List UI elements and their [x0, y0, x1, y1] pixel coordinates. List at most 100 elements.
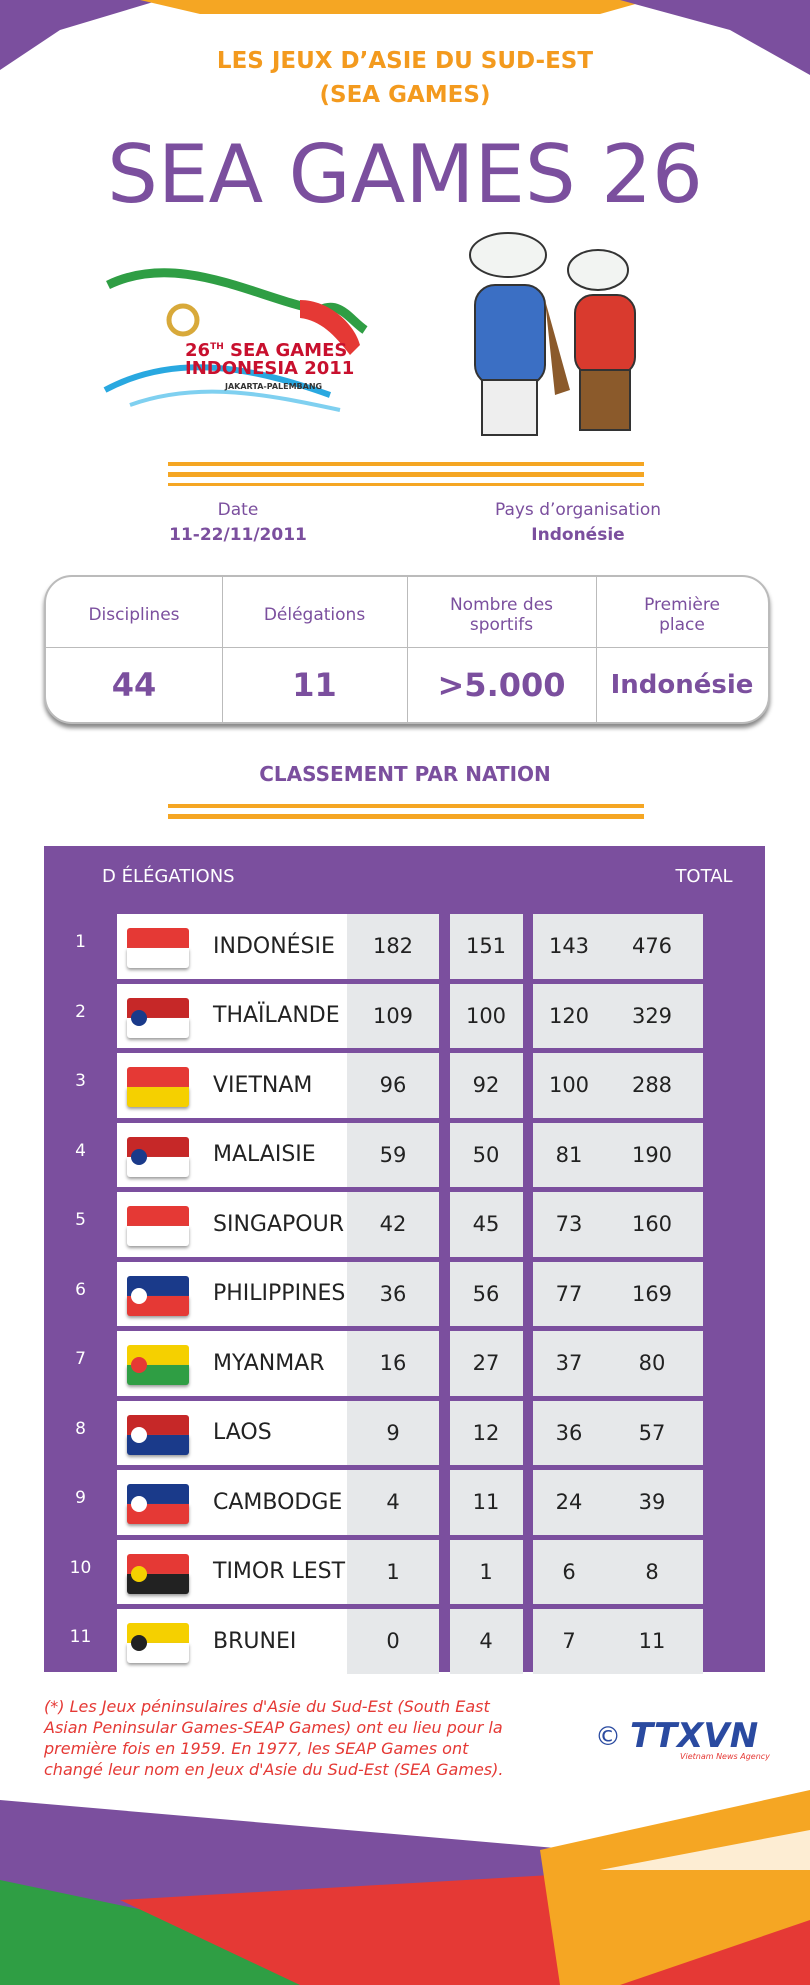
rank: 6: [75, 1279, 86, 1300]
info-value: Indonésie: [531, 525, 625, 545]
info-country: Pays d’organisation Indonésie: [448, 498, 708, 548]
subtitle-line: (SEA GAMES): [319, 82, 491, 108]
flag: [127, 948, 189, 968]
flag-cell: [117, 1539, 206, 1604]
flag-emblem: [131, 1009, 147, 1026]
medal-count: 4: [449, 1609, 523, 1674]
flag-cell: [117, 1470, 206, 1535]
stripe: [168, 483, 644, 486]
flag-emblem: [131, 1496, 147, 1512]
flag-cell: [117, 1122, 206, 1187]
rank: 10: [69, 1557, 92, 1578]
medal-count: 73: [532, 1192, 606, 1257]
ranking-table: D ÉLÉGATIONS TOTAL 1 INDONÉSIE 182 151 143 47…: [44, 846, 765, 1674]
medal-count: 143: [532, 914, 606, 979]
info-value: 11-22/11/2011: [169, 525, 307, 545]
divider: [46, 647, 768, 648]
stripe: [168, 804, 644, 808]
stat-label: Nombre des sportifs: [449, 595, 554, 635]
medal-count: 27: [449, 1331, 523, 1396]
medal-count: 50: [449, 1122, 523, 1187]
medal-count: 288: [601, 1053, 703, 1118]
flag-cell: [117, 914, 206, 979]
medal-count: 151: [449, 914, 523, 979]
divider: [596, 577, 597, 722]
medal-count: 59: [347, 1122, 439, 1187]
flag-cell: [117, 1192, 206, 1257]
rank: 8: [75, 1418, 86, 1439]
flag-cell: [117, 1609, 206, 1674]
stripe: [168, 462, 644, 466]
medal-count: 1: [347, 1539, 439, 1604]
medal-count: 81: [532, 1122, 606, 1187]
medal-count: 11: [601, 1609, 703, 1674]
flag-cell: [117, 983, 206, 1048]
rank: 2: [75, 1001, 86, 1022]
medal-count: 190: [601, 1122, 703, 1187]
logo-line: JAKARTA-PALEMBANG: [225, 382, 323, 391]
flag-emblem: [131, 1287, 147, 1304]
flag: [127, 1226, 189, 1246]
header-total: TOTAL: [675, 866, 733, 887]
title: SEA GAMES 26: [107, 128, 703, 221]
flag: [127, 1087, 189, 1107]
medal-count: 109: [347, 983, 439, 1048]
medal-count: 1: [449, 1539, 523, 1604]
flag-emblem: [131, 1635, 147, 1651]
stripe: [168, 472, 644, 477]
stats-box: Disciplines 44 Délégations 11 Nombre des spo…: [44, 575, 770, 724]
logo-edition: 26: [185, 340, 211, 361]
flag-emblem: [131, 1148, 147, 1165]
medal-count: 169: [601, 1261, 703, 1326]
stat-value: 11: [292, 666, 337, 704]
medal-count: 36: [532, 1400, 606, 1465]
logo-line: INDONESIA 2011: [185, 358, 355, 379]
rank: 3: [75, 1071, 86, 1091]
medal-count: 42: [347, 1192, 439, 1257]
info-date: Date 11-22/11/2011: [138, 498, 338, 548]
medal-count: 16: [347, 1331, 439, 1396]
rank: 5: [75, 1210, 86, 1230]
medal-count: 96: [347, 1053, 439, 1118]
stat-label: Disciplines: [88, 605, 180, 625]
stat-value: 44: [111, 666, 157, 704]
medal-count: 39: [601, 1470, 703, 1535]
subtitle: LES JEUX D’ASIE DU SUD-EST (SEA GAMES): [0, 44, 810, 112]
logo-suffix: TH: [210, 342, 224, 352]
stripe: [168, 814, 644, 819]
medal-count: 36: [347, 1261, 439, 1326]
medal-count: 8: [601, 1539, 703, 1604]
medal-count: 0: [347, 1609, 439, 1674]
medal-count: 100: [532, 1053, 606, 1118]
medal-count: 80: [601, 1331, 703, 1396]
medal-count: 182: [347, 914, 439, 979]
flag-emblem: [131, 1426, 147, 1443]
medal-count: 12: [449, 1400, 523, 1465]
medal-count: 160: [601, 1192, 703, 1257]
medal-count: 77: [532, 1261, 606, 1326]
medal-count: 56: [449, 1261, 523, 1326]
stat-value: >5.000: [437, 666, 566, 704]
medal-count: 9: [347, 1400, 439, 1465]
flag: [127, 928, 189, 948]
flag-emblem: [131, 1565, 147, 1582]
medal-count: 100: [449, 983, 523, 1048]
medal-count: 37: [532, 1331, 606, 1396]
rank: 9: [75, 1488, 86, 1508]
medal-count: 24: [532, 1470, 606, 1535]
medal-count: 476: [601, 914, 703, 979]
ranking-title: CLASSEMENT PAR NATION: [259, 762, 551, 786]
credit-tagline: Vietnam News Agency: [680, 1752, 770, 1761]
logo-text: 26TH SEA GAMES INDONESIA 2011 JAKARTA-PA…: [185, 338, 354, 396]
flag-cell: [117, 1331, 206, 1396]
medal-count: 45: [449, 1192, 523, 1257]
rank: 4: [75, 1140, 86, 1161]
flag-cell: [117, 1400, 206, 1465]
flag: [127, 1206, 189, 1226]
medal-count: 120: [532, 983, 606, 1048]
info-label: Date: [217, 500, 259, 520]
credit-copyright: ©: [595, 1722, 621, 1752]
rank: 1: [75, 932, 86, 952]
